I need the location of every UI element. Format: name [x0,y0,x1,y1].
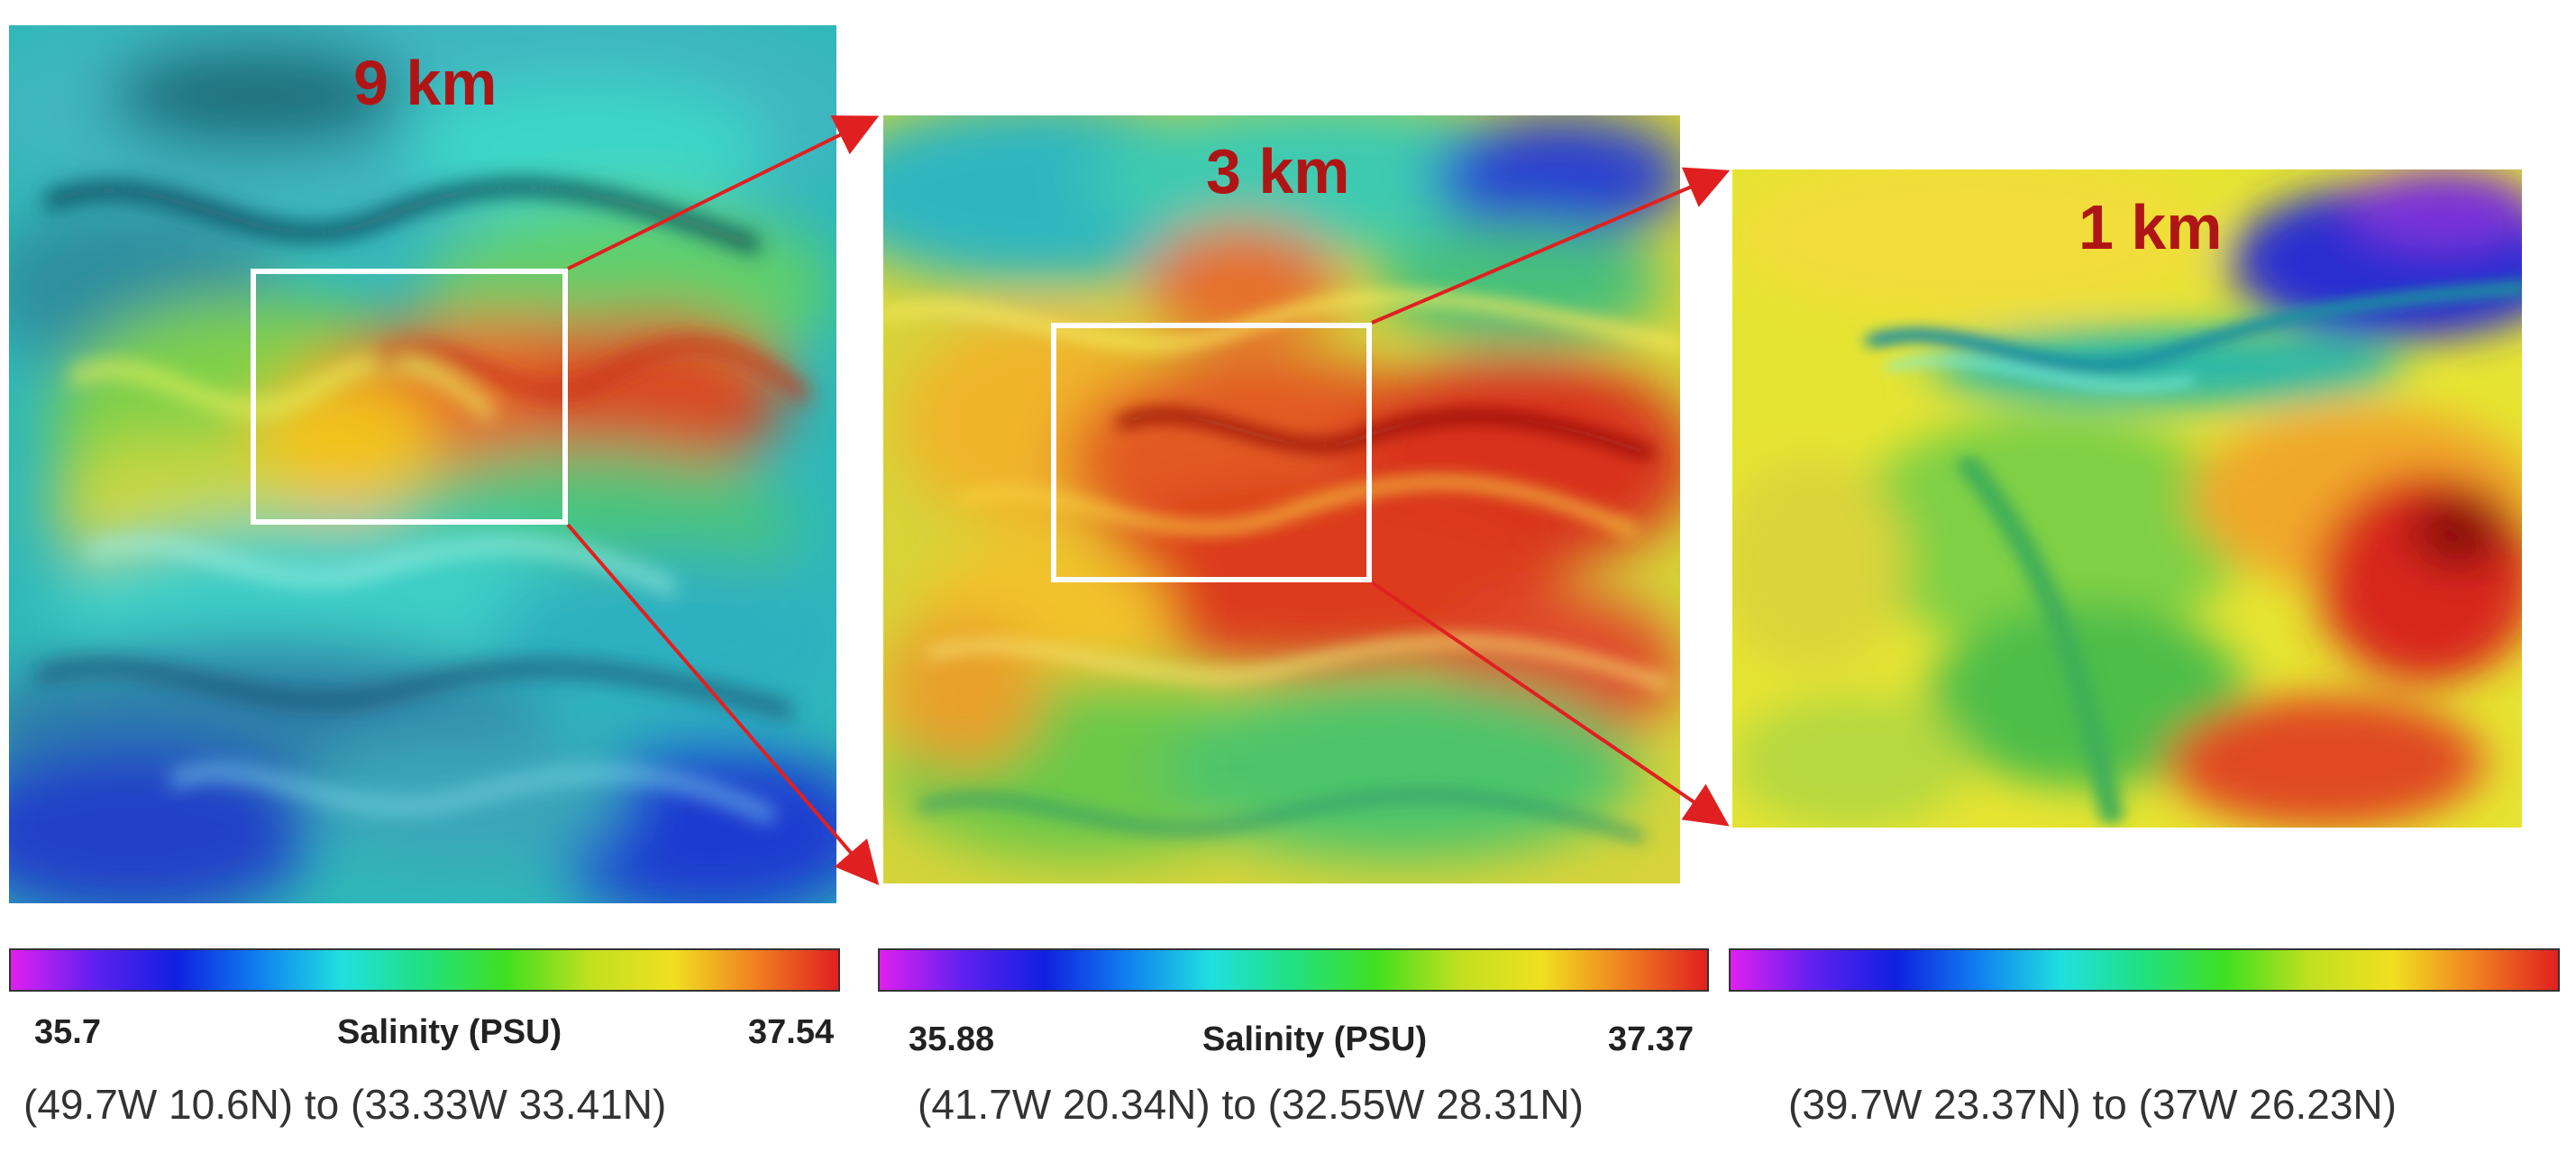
colorbar [1729,948,2560,992]
extent-coordinates: (39.7W 23.37N) to (37W 26.23N) [1788,1081,2397,1128]
colorbar-min-label: 35.88 [909,1020,995,1058]
salinity-map-1km [1732,169,2522,828]
zoom-region-box [1051,323,1372,582]
colorbar-title: Salinity (PSU) [1202,1020,1428,1058]
colorbar-max-label: 37.37 [1608,1020,1694,1058]
extent-coordinates: (41.7W 20.34N) to (32.55W 28.31N) [918,1081,1584,1128]
resolution-label-1km: 1 km [2078,192,2223,262]
colorbar-min-label: 35.7 [34,1013,101,1051]
colorbar-title: Salinity (PSU) [337,1013,562,1051]
resolution-label-9km: 9 km [353,48,498,118]
zoom-region-box [251,269,568,525]
colorbar [9,948,840,992]
colorbar-max-label: 37.54 [748,1013,835,1051]
extent-coordinates: (49.7W 10.6N) to (33.33W 33.41N) [23,1081,667,1128]
resolution-label-3km: 3 km [1206,136,1350,206]
colorbar [878,948,1709,992]
